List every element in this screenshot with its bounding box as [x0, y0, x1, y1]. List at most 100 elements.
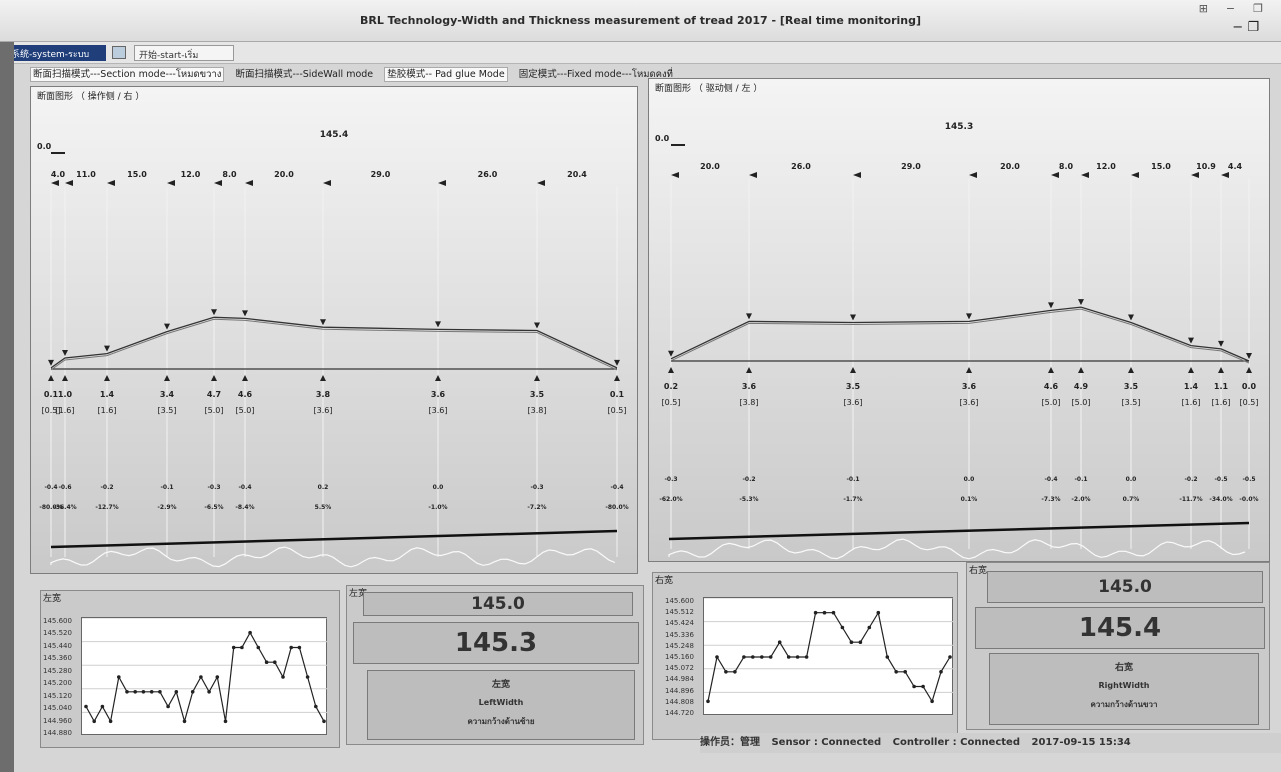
mode-sidewall[interactable]: 断面扫描模式---SideWall mode: [235, 69, 374, 80]
trend-ylabel: 144.984: [665, 675, 694, 684]
std-thickness-value: [3.5]: [158, 406, 177, 415]
trend-point: [264, 660, 269, 664]
trend-ylabel: 145.360: [43, 654, 72, 663]
section-width-label: 4.0: [51, 170, 66, 179]
trend-point: [322, 719, 326, 724]
trend-point: [158, 690, 162, 694]
deviation-value: -0.3: [664, 476, 677, 483]
child-minimize-icon[interactable]: −: [1232, 20, 1244, 35]
top-marker: [435, 321, 441, 328]
thickness-value: 0.2: [664, 382, 678, 391]
top-marker: [746, 313, 752, 320]
mode-bar: 断面扫描模式---Section mode---โหมดขวาง 断面扫描模式-…: [30, 66, 1270, 84]
left-label-cn: 左宽: [491, 680, 510, 690]
thickness-value: 3.6: [431, 390, 446, 399]
deviation-value: 0.0: [433, 484, 444, 491]
trend-line: [707, 611, 951, 703]
std-thickness-value: [1.6]: [1212, 398, 1231, 407]
trend-point: [822, 610, 827, 615]
section-width-label: 8.0: [1059, 162, 1074, 171]
top-marker: [62, 350, 68, 356]
trend-point: [840, 625, 845, 630]
mode-section[interactable]: 断面扫描模式---Section mode---โหมดขวาง: [30, 67, 225, 82]
monitor-icon[interactable]: [112, 46, 126, 59]
section-marker: [537, 180, 545, 186]
right-label-th: ความกว้างด้านขวา: [1090, 700, 1158, 709]
std-thickness-value: [3.8]: [740, 398, 759, 407]
section-width-label: 20.0: [700, 162, 720, 171]
trend-point: [885, 655, 890, 659]
trend-ylabel: 145.336: [665, 630, 694, 639]
trend-point: [84, 704, 88, 709]
top-marker: [164, 323, 170, 330]
deviation-pct: 0.7%: [1123, 496, 1140, 503]
bottom-marker: [1188, 367, 1194, 373]
bottom-marker: [668, 367, 674, 373]
trend-point: [930, 699, 934, 704]
trend-point: [867, 625, 872, 630]
deviation-pct: -62.0%: [659, 496, 682, 503]
section-marker: [1131, 172, 1139, 178]
mode-fixed[interactable]: 固定模式---Fixed mode---โหมดคงที่: [518, 69, 673, 80]
status-sensor: Sensor : Connected: [771, 737, 882, 748]
section-width-label: 29.0: [901, 162, 921, 171]
trend-point: [289, 645, 293, 650]
right-profile-panel: 断面图形 （ 驱动侧 / 左 ） 145.3 0.0 20.0 26.0 29.0 20.…: [648, 78, 1270, 562]
trend-point: [305, 675, 310, 679]
total-width-label: 145.3: [945, 122, 973, 132]
trend-point: [190, 690, 195, 694]
section-marker: [214, 180, 222, 186]
thickness-value: 0.1: [610, 390, 625, 399]
trend-point: [149, 690, 154, 694]
right-profile-chart: 145.3 0.0 20.0 26.0 29.0 20.0 8.0 12.0 15.0 10.9 4…: [655, 122, 1259, 560]
trend-point: [100, 704, 105, 709]
deviation-pct: -36.4%: [53, 504, 76, 511]
top-marker: [1128, 314, 1134, 321]
bottom-marker: [62, 375, 68, 381]
section-marker: [1191, 172, 1199, 178]
bottom-marker: [242, 375, 248, 381]
right-trend-caption: 右宽: [655, 576, 674, 586]
right-trend-svg: [704, 597, 954, 717]
menu-system[interactable]: 系统-system-ระบบ: [8, 45, 106, 61]
section-marker: [245, 180, 253, 186]
left-scroll-strip: [0, 42, 14, 772]
section-marker: [107, 180, 115, 186]
right-actual-width: 145.4: [975, 607, 1265, 649]
std-thickness-value: [3.8]: [528, 406, 547, 415]
deviation-value: 0.0: [964, 476, 975, 483]
profile-line: [670, 306, 1250, 362]
thickness-value: 3.5: [846, 382, 861, 391]
left-width-label-box: 左宽 LeftWidth ความกว้างด้านซ้าย: [367, 670, 635, 740]
std-thickness-value: [3.5]: [1122, 398, 1141, 407]
right-label-cn: 右宽: [1114, 663, 1133, 673]
thickness-value: 1.0: [58, 390, 73, 399]
deviation-pct: -0.0%: [1239, 496, 1258, 503]
minimize-icon[interactable]: −: [1225, 2, 1236, 15]
bottom-marker: [534, 375, 540, 381]
deviation-value: -0.3: [530, 484, 543, 491]
section-width-label: 10.9: [1196, 162, 1216, 171]
left-panel-caption: 断面图形 （ 操作侧 / 右 ）: [37, 92, 145, 102]
trend-point: [174, 690, 179, 694]
restore-icon[interactable]: ❐: [1253, 2, 1263, 15]
deviation-pct: -6.5%: [204, 504, 223, 511]
child-restore-icon[interactable]: ❐: [1247, 20, 1259, 35]
trend-ylabel: 145.160: [665, 653, 694, 661]
top-marker: [1246, 353, 1252, 359]
thickness-value: 3.6: [962, 382, 977, 391]
scan-trace: [668, 538, 1246, 560]
bottom-marker: [614, 375, 620, 381]
trend-ylabel: 145.600: [665, 597, 694, 605]
thickness-value: 4.9: [1074, 382, 1089, 391]
mode-pad-glue[interactable]: 垫胶模式-- Pad glue Mode: [384, 67, 508, 82]
trend-point: [715, 655, 719, 659]
trend-point: [141, 690, 146, 694]
reference-bar: [50, 529, 618, 549]
standard-profile-line: [50, 318, 618, 371]
left-trend-caption: 左宽: [43, 594, 62, 604]
left-value-caption: 左宽: [349, 589, 368, 599]
bottom-marker: [1218, 367, 1224, 373]
trend-ylabel: 145.440: [43, 641, 72, 650]
menu-start-tab[interactable]: 开始-start-เริ่ม: [134, 45, 234, 61]
